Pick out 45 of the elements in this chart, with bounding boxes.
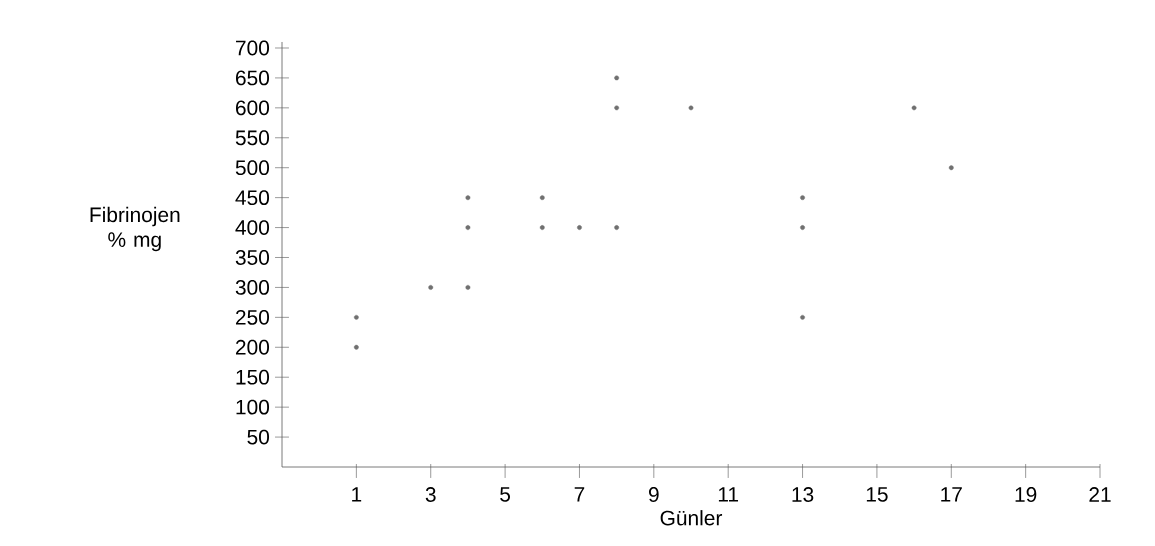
x-axis-title: Günler [660, 510, 723, 526]
point [465, 195, 471, 201]
y-tick-label: 400 [235, 220, 270, 235]
point [688, 105, 694, 111]
y-tick-label: 50 [247, 429, 270, 445]
point [353, 314, 359, 320]
y-tick-label: 500 [235, 160, 270, 176]
point [948, 165, 954, 171]
y-tick-label: 600 [236, 100, 270, 116]
point [353, 344, 359, 350]
y-tick-label: 650 [236, 70, 270, 86]
y-axis-title: Fibrinojen % mg [90, 206, 180, 252]
y-tick-label: 200 [235, 339, 270, 355]
point [539, 225, 545, 230]
y-tick-label: 100 [236, 399, 270, 415]
point [614, 75, 620, 81]
x-tick-label: 1 [352, 487, 362, 502]
x-tick-label: 21 [1089, 487, 1111, 502]
x-tick-label: 19 [1015, 487, 1037, 502]
point [614, 105, 620, 111]
point [428, 285, 434, 290]
point [539, 195, 545, 201]
y-tick-label: 150 [236, 369, 270, 385]
y-tick-label: 350 [235, 250, 270, 265]
x-tick-label: 5 [500, 487, 511, 502]
point [577, 225, 582, 230]
x-tick-label: 17 [941, 487, 962, 502]
point [465, 225, 471, 230]
y-tick-label: 550 [235, 130, 270, 146]
point [911, 105, 917, 111]
point [465, 285, 471, 290]
point [614, 225, 620, 230]
y-tick-label: 700 [236, 40, 270, 56]
point [800, 195, 805, 201]
x-tick-label: 15 [866, 487, 888, 502]
point [800, 314, 805, 320]
x-tick-label: 13 [792, 487, 814, 502]
x-tick-label: 11 [718, 487, 739, 502]
x-tick-label: 7 [574, 487, 585, 502]
x-tick-label: 9 [648, 487, 659, 502]
y-tick-label: 250 [235, 309, 270, 325]
y-tick-label: 300 [235, 280, 270, 295]
point [800, 225, 805, 230]
x-tick-label: 3 [425, 487, 436, 502]
y-tick-label: 450 [235, 190, 270, 206]
